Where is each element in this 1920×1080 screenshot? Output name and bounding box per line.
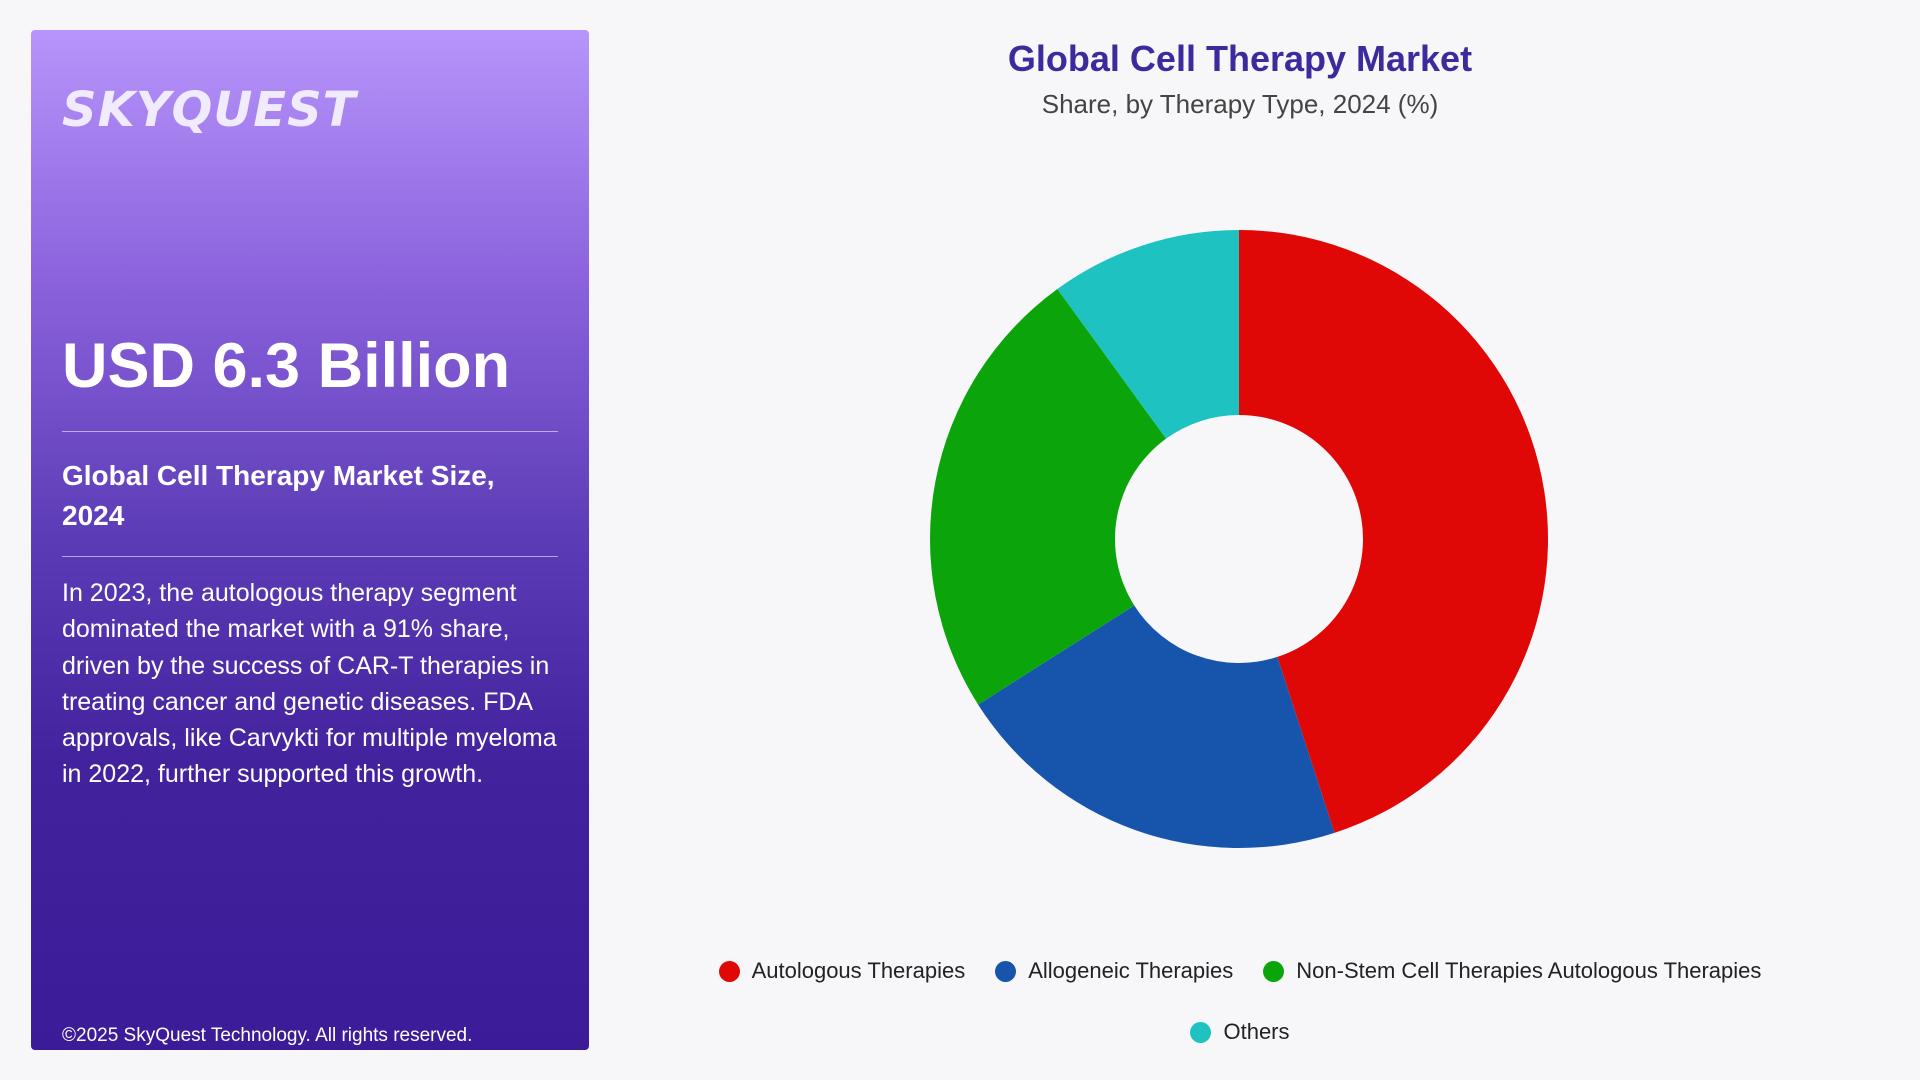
skyquest-logo: SKYQUEST bbox=[62, 82, 357, 138]
donut-slice-others bbox=[1057, 230, 1239, 439]
legend-item: Allogeneic Therapies bbox=[995, 958, 1233, 984]
donut-slice-non-stem-cell-therapies-autologous-therapies bbox=[930, 289, 1167, 705]
legend-item: Others bbox=[1190, 1019, 1290, 1045]
legend-label: Autologous Therapies bbox=[751, 958, 966, 983]
legend-item: Autologous Therapies bbox=[718, 958, 966, 984]
chart-legend: Autologous Therapies Allogeneic Therapies… bbox=[640, 958, 1840, 984]
donut-slice-allogeneic-therapies bbox=[978, 605, 1335, 848]
market-size-value: USD 6.3 Billion bbox=[62, 331, 511, 401]
donut-slice-autologous-therapies bbox=[1239, 230, 1548, 833]
chart-subtitle: Share, by Therapy Type, 2024 (%) bbox=[1041, 89, 1439, 119]
divider bbox=[62, 431, 558, 432]
legend-label: Allogeneic Therapies bbox=[1028, 958, 1234, 983]
chart-title: Global Cell Therapy Market bbox=[1007, 38, 1473, 79]
legend-label: Others bbox=[1223, 1019, 1290, 1044]
legend-swatch bbox=[1263, 960, 1285, 982]
legend-swatch bbox=[995, 960, 1017, 982]
legend-swatch bbox=[718, 960, 740, 982]
chart-legend-overflow: Others bbox=[640, 1019, 1840, 1045]
copyright-notice: ©2025 SkyQuest Technology. All rights re… bbox=[62, 1025, 473, 1046]
summary-panel: SKYQUEST USD 6.3 Billion Global Cell The… bbox=[31, 30, 589, 1050]
market-size-label: Global Cell Therapy Market Size, 2024 bbox=[62, 460, 495, 531]
legend-label: Non-Stem Cell Therapies Autologous Thera… bbox=[1296, 958, 1762, 983]
divider bbox=[62, 556, 558, 557]
legend-item: Non-Stem Cell Therapies Autologous Thera… bbox=[1263, 958, 1761, 984]
legend-swatch bbox=[1190, 1021, 1212, 1043]
market-description: In 2023, the autologous therapy segment … bbox=[62, 579, 557, 789]
